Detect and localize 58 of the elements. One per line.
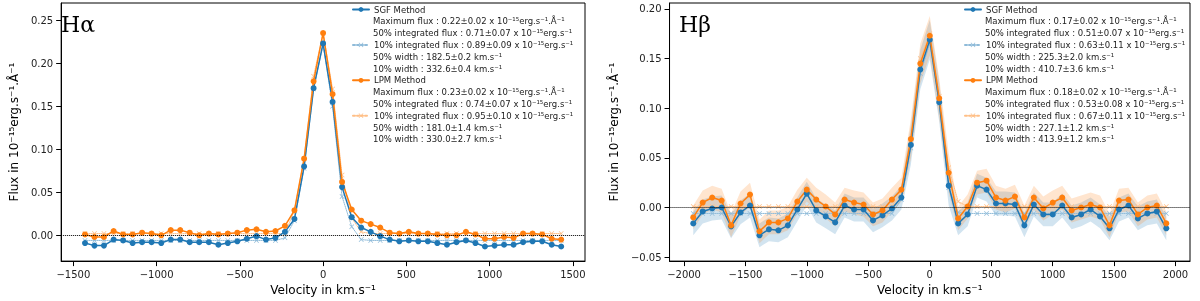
annotation: 10% width : 332.6±0.4 km.s⁻¹ bbox=[373, 63, 503, 74]
x-tick-label: 0 bbox=[319, 268, 327, 280]
x-tick-label: 2000 bbox=[1162, 268, 1189, 280]
annotation: 10% width : 413.9±1.2 km.s⁻¹ bbox=[985, 134, 1115, 145]
annotation: 50% width : 227.1±1.2 km.s⁻¹ bbox=[985, 122, 1115, 133]
annotation: 50% width : 225.3±2.0 km.s⁻¹ bbox=[985, 51, 1115, 62]
annotation: Maximum flux : 0.22±0.02 x 10⁻¹⁵erg.s⁻¹.Å⁻¹ bbox=[373, 15, 565, 27]
y-tick-label: 0.05 bbox=[639, 152, 662, 164]
legend-label: SGF Method bbox=[986, 4, 1038, 15]
y-tick-label: 0.00 bbox=[639, 201, 662, 213]
chart-title: Hβ bbox=[679, 11, 711, 37]
y-tick-label: 0.20 bbox=[30, 57, 54, 69]
x-tick-label: 1000 bbox=[476, 268, 503, 280]
x-tick-label: −2000 bbox=[667, 268, 701, 280]
annotation: 10% width : 330.0±2.7 km.s⁻¹ bbox=[373, 134, 503, 145]
y-tick-label: 0.00 bbox=[30, 229, 54, 241]
x-tick-label: 0 bbox=[926, 268, 933, 280]
annotation: 50% integrated flux : 0.51±0.07 x 10⁻¹⁵erg.s⁻¹ bbox=[985, 28, 1185, 39]
x-tick-label: −1500 bbox=[56, 268, 91, 280]
x-tick-label: 1000 bbox=[1039, 268, 1066, 280]
annotation: 50% integrated flux : 0.74±0.07 x 10⁻¹⁵erg.s⁻¹ bbox=[373, 98, 573, 109]
legend-label: LPM Method bbox=[986, 75, 1038, 86]
y-tick-label: 0.25 bbox=[30, 14, 54, 26]
x-tick-label: −1500 bbox=[728, 268, 763, 280]
y-tick-label: 0.10 bbox=[639, 102, 662, 114]
annotation: 10% width : 410.7±3.6 km.s⁻¹ bbox=[985, 63, 1115, 74]
y-tick-label: −0.05 bbox=[630, 251, 662, 263]
x-tick-label: 1500 bbox=[1101, 268, 1127, 280]
x-tick-label: −500 bbox=[854, 268, 883, 280]
annotation: 50% integrated flux : 0.71±0.07 x 10⁻¹⁵erg.s⁻¹ bbox=[373, 28, 573, 39]
chart-title: Hα bbox=[61, 11, 96, 37]
y-tick-label: 0.15 bbox=[639, 53, 662, 65]
y-axis-title: Flux in 10⁻¹⁵erg.s⁻¹.Å⁻¹ bbox=[606, 62, 621, 202]
x-tick-label: 1500 bbox=[560, 268, 586, 280]
annotation: 50% width : 182.5±0.2 km.s⁻¹ bbox=[373, 51, 503, 62]
legend-label: 10% integrated flux : 0.89±0.09 x 10⁻¹⁵erg.s⁻¹ bbox=[374, 39, 574, 50]
x-tick-label: −500 bbox=[226, 268, 254, 280]
y-tick-label: 0.10 bbox=[30, 143, 54, 155]
legend-label: LPM Method bbox=[374, 75, 426, 86]
annotation: 50% width : 181.0±1.4 km.s⁻¹ bbox=[373, 122, 503, 133]
x-axis-title: Velocity in km.s⁻¹ bbox=[877, 283, 983, 297]
annotation: Maximum flux : 0.23±0.02 x 10⁻¹⁵erg.s⁻¹.Å⁻¹ bbox=[373, 86, 565, 98]
y-tick-label: 0.15 bbox=[30, 100, 54, 112]
annotation: 50% integrated flux : 0.53±0.08 x 10⁻¹⁵erg.s⁻¹ bbox=[985, 98, 1185, 109]
x-axis-title: Velocity in km.s⁻¹ bbox=[270, 283, 377, 297]
x-tick-label: −1000 bbox=[789, 268, 824, 280]
y-tick-label: 0.20 bbox=[639, 3, 662, 15]
legend-label: SGF Method bbox=[374, 4, 426, 15]
annotation: Maximum flux : 0.17±0.02 x 10⁻¹⁵erg.s⁻¹.Å⁻¹ bbox=[985, 15, 1177, 27]
x-tick-label: −1000 bbox=[139, 268, 174, 280]
x-tick-label: 500 bbox=[396, 268, 416, 280]
y-axis-title: Flux in 10⁻¹⁵erg.s⁻¹.Å⁻¹ bbox=[6, 62, 21, 202]
legend-label: 10% integrated flux : 0.63±0.11 x 10⁻¹⁵erg.s⁻¹ bbox=[986, 39, 1186, 50]
legend-label: 10% integrated flux : 0.95±0.10 x 10⁻¹⁵erg.s⁻¹ bbox=[374, 110, 574, 121]
legend-label: 10% integrated flux : 0.67±0.11 x 10⁻¹⁵erg.s⁻¹ bbox=[986, 110, 1186, 121]
x-tick-label: 500 bbox=[981, 268, 1001, 280]
annotation: Maximum flux : 0.18±0.02 x 10⁻¹⁵erg.s⁻¹.Å⁻¹ bbox=[985, 86, 1177, 98]
y-tick-label: 0.05 bbox=[30, 186, 54, 198]
